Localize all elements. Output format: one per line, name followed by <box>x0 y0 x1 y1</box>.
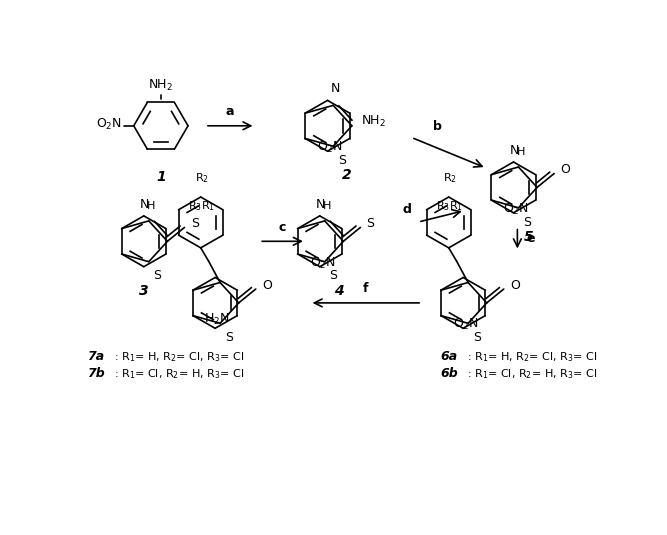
Text: : R$_1$= Cl, R$_2$= H, R$_3$= Cl: : R$_1$= Cl, R$_2$= H, R$_3$= Cl <box>467 367 598 380</box>
Text: 6a: 6a <box>440 350 457 363</box>
Text: S: S <box>191 217 199 230</box>
Text: 7a: 7a <box>87 350 104 363</box>
Text: R$_3$: R$_3$ <box>436 199 450 213</box>
Text: H$_2$N: H$_2$N <box>204 312 229 327</box>
Text: R$_1$: R$_1$ <box>201 199 215 213</box>
Text: c: c <box>279 220 286 234</box>
Text: O$_2$N: O$_2$N <box>504 202 530 217</box>
Text: H: H <box>517 147 525 157</box>
Text: 2: 2 <box>342 168 352 182</box>
Text: 7b: 7b <box>87 367 105 380</box>
Text: O$_2$N: O$_2$N <box>309 256 336 271</box>
Text: N: N <box>331 82 340 95</box>
Text: S: S <box>523 216 531 228</box>
Text: S: S <box>473 331 481 344</box>
Text: N: N <box>140 198 149 211</box>
Text: O$_2$N: O$_2$N <box>96 117 122 132</box>
Text: S: S <box>338 154 346 167</box>
Text: S: S <box>225 331 233 344</box>
Text: N: N <box>510 144 520 157</box>
Text: H: H <box>323 201 331 211</box>
Text: N: N <box>316 198 325 211</box>
Text: O$_2$N: O$_2$N <box>317 140 344 155</box>
Text: R$_1$: R$_1$ <box>449 199 463 213</box>
Text: 6b: 6b <box>440 367 458 380</box>
Text: R$_2$: R$_2$ <box>195 172 209 186</box>
Text: 4: 4 <box>334 284 344 297</box>
Text: S: S <box>367 217 375 230</box>
Text: 3: 3 <box>139 284 149 297</box>
Text: R$_3$: R$_3$ <box>188 199 202 213</box>
Text: O: O <box>262 279 272 292</box>
Text: O: O <box>560 163 570 176</box>
Text: S: S <box>153 270 161 282</box>
Text: a: a <box>226 105 235 118</box>
Text: 1: 1 <box>156 170 165 184</box>
Text: b: b <box>433 120 442 134</box>
Text: O$_2$N: O$_2$N <box>453 317 479 332</box>
Text: : R$_1$= H, R$_2$= Cl, R$_3$= Cl: : R$_1$= H, R$_2$= Cl, R$_3$= Cl <box>467 350 598 364</box>
Text: R$_2$: R$_2$ <box>444 172 458 186</box>
Text: NH$_2$: NH$_2$ <box>148 78 173 93</box>
Text: d: d <box>402 203 411 216</box>
Text: O: O <box>510 279 520 292</box>
Text: : R$_1$= H, R$_2$= Cl, R$_3$= Cl: : R$_1$= H, R$_2$= Cl, R$_3$= Cl <box>114 350 245 364</box>
Text: : R$_1$= Cl, R$_2$= H, R$_3$= Cl: : R$_1$= Cl, R$_2$= H, R$_3$= Cl <box>114 367 245 380</box>
Text: e: e <box>527 233 535 246</box>
Text: S: S <box>329 270 338 282</box>
Text: NH$_2$: NH$_2$ <box>361 114 386 129</box>
Text: f: f <box>363 282 369 295</box>
Text: H: H <box>147 201 155 211</box>
Text: 5: 5 <box>524 230 534 244</box>
